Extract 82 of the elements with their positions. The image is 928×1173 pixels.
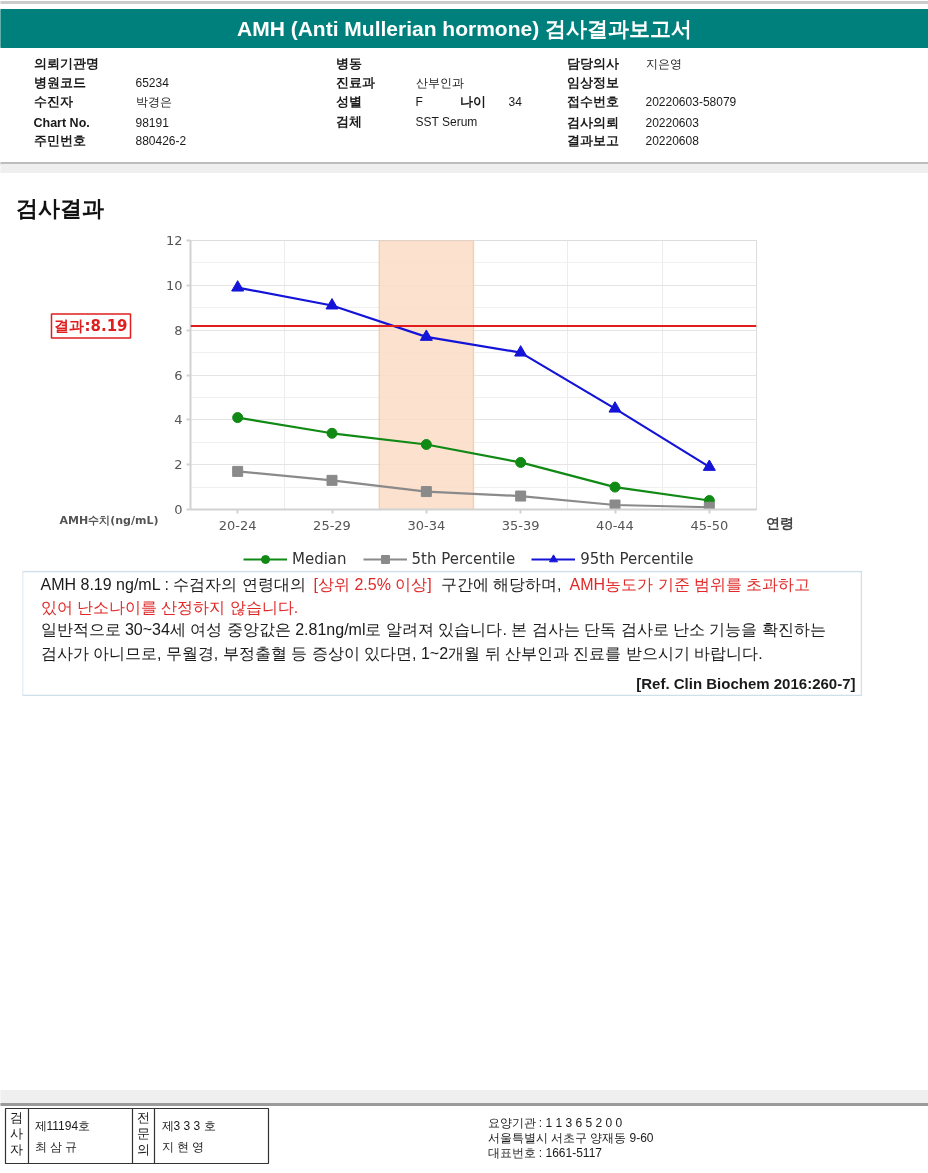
text: F — [415, 94, 423, 109]
text: 병원코드 — [33, 75, 86, 90]
text: 박경은 — [135, 94, 172, 109]
text: 검사가 아니므로, 무월경, 부정출혈 등 증상이 있다면, 1~2개월 뒤 산부인과 진료를 받으시기 바랍니다. — [40, 645, 763, 662]
x-tick-label: 25-29 — [313, 517, 351, 533]
x-axis-title: 연령 — [765, 514, 794, 531]
text: 병동 — [335, 56, 362, 71]
text: 20220603 — [645, 116, 700, 130]
point — [703, 501, 715, 510]
text: 진료과 — [335, 75, 375, 90]
point — [326, 474, 338, 486]
text: 제11194호 — [34, 1118, 91, 1133]
chart-title: AMH (Anti Mullerian hormone) 검사결과보고서 — [237, 17, 693, 40]
x-tick-label: 30-34 — [407, 517, 446, 533]
text: 성별 — [335, 94, 362, 109]
text: 98191 — [135, 116, 170, 130]
text: 수진자 — [33, 94, 73, 109]
text: 20220603-58079 — [645, 95, 737, 109]
point — [420, 486, 432, 498]
y-tick-label: 2 — [174, 457, 183, 473]
text: 65234 — [135, 76, 170, 90]
text: 있어 난소나이를 산정하지 않습니다. — [40, 599, 299, 616]
text: 산부인과 — [415, 75, 464, 90]
text: Chart No. — [33, 115, 90, 130]
text: 구간에 해당하며, — [440, 576, 562, 593]
y-tick-label: 4 — [174, 412, 183, 428]
text: 제3 3 3 호 — [161, 1118, 216, 1133]
text: 34 — [508, 95, 523, 109]
text: 대표번호 : 1661-5117 — [487, 1145, 603, 1160]
legend-label: Median — [292, 550, 347, 568]
text: SST Serum — [415, 114, 478, 129]
text: 담당의사 — [566, 56, 619, 71]
point — [514, 345, 528, 357]
point — [420, 439, 432, 450]
text: 요양기관 : 1 1 3 6 5 2 0 0 — [487, 1115, 623, 1130]
point — [232, 465, 244, 477]
x-tick-label: 20-24 — [218, 517, 257, 533]
text: 일반적으로 30~34세 여성 중앙값은 2.81ng/ml로 알려져 있습니다. 본 검사는 단독 검사로 난소 기능을 확진하는 — [40, 621, 826, 638]
point — [325, 298, 339, 310]
text: 검사자 — [10, 1110, 23, 1157]
ref-line-label: 결과:8.19 — [54, 316, 128, 335]
y-tick-label: 10 — [165, 277, 183, 293]
text: 서울특별시 서초구 양재동 9-60 — [487, 1130, 654, 1145]
text: 전문의 — [137, 1110, 150, 1157]
chart-subtitle: 검사결과 — [15, 196, 104, 221]
text: 주민번호 — [33, 133, 86, 148]
x-tick-label: 45-50 — [690, 517, 729, 533]
point — [231, 280, 245, 292]
point — [609, 499, 621, 510]
text: 검사의뢰 — [566, 115, 619, 130]
point — [515, 490, 527, 502]
text: 의뢰기관명 — [33, 56, 99, 71]
text: 결과보고 — [566, 133, 619, 148]
legend-label: 95th Percentile — [580, 550, 694, 568]
point — [419, 329, 433, 341]
y-tick-label: 6 — [174, 367, 183, 383]
point — [515, 456, 527, 468]
legend-label: 5th Percentile — [411, 550, 516, 568]
x-tick-label: 40-44 — [596, 517, 634, 533]
y-tick-label: 8 — [174, 322, 183, 338]
text: [Ref. Clin Biochem 2016:260-7] — [636, 675, 856, 692]
point — [608, 401, 622, 413]
text: 최 삼 규 — [34, 1139, 78, 1154]
point — [609, 481, 621, 493]
text: 지 현 영 — [161, 1139, 205, 1154]
text: [상위 2.5% 이상] — [313, 576, 432, 593]
x-tick-label: 35-39 — [501, 517, 540, 533]
y-tick-label: 12 — [165, 233, 183, 248]
text: 임상정보 — [566, 75, 619, 90]
text: 20220608 — [645, 134, 700, 148]
point — [702, 459, 716, 471]
text: 880426-2 — [135, 134, 187, 148]
text: AMH 8.19 ng/mL : 수검자의 연령대의 — [40, 576, 306, 593]
text: 나이 — [459, 94, 486, 109]
text: AMH농도가 기준 범위를 초과하고 — [569, 576, 811, 593]
point — [232, 412, 244, 424]
text: 접수번호 — [566, 94, 619, 109]
y-tick-label: 0 — [174, 502, 183, 517]
y-axis-title: AMH수치(ng/mL) — [59, 514, 159, 527]
text: 지은영 — [645, 56, 682, 71]
text: 검체 — [335, 114, 362, 129]
point — [326, 427, 338, 439]
